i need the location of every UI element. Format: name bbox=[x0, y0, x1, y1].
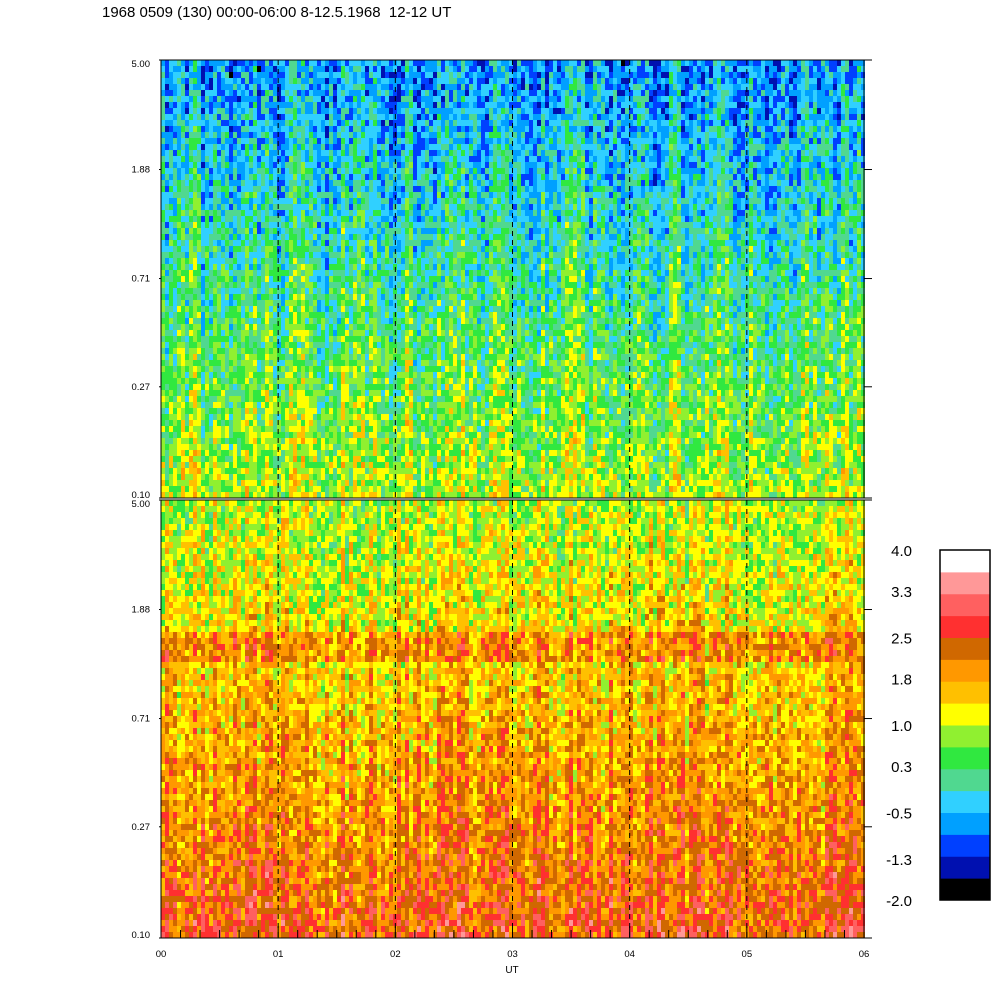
colorbar-segment-11 bbox=[940, 638, 990, 660]
xtick-label-4: 04 bbox=[624, 949, 635, 960]
colorbar-segment-12 bbox=[940, 616, 990, 638]
xtick-label-2: 02 bbox=[390, 949, 401, 960]
colorbar-segment-3 bbox=[940, 813, 990, 835]
colorbar-segment-13 bbox=[940, 594, 990, 616]
upper-ytick-label-0: 5.00 bbox=[132, 59, 151, 70]
colorbar-segment-0 bbox=[940, 878, 990, 900]
colorbar-segment-1 bbox=[940, 856, 990, 878]
colorbar-segment-14 bbox=[940, 572, 990, 594]
colorbar-label-5: 0.3 bbox=[891, 759, 912, 776]
colorbar-label-2: 2.5 bbox=[891, 631, 912, 648]
x-axis-label: UT bbox=[505, 965, 518, 976]
xtick-label-0: 00 bbox=[156, 949, 167, 960]
colorbar-label-1: 3.3 bbox=[891, 584, 912, 601]
colorbar-label-7: -1.3 bbox=[886, 852, 912, 869]
colorbar-segment-7 bbox=[940, 725, 990, 747]
upper-ytick-label-2: 0.71 bbox=[132, 274, 151, 285]
upper-ytick-label-3: 0.27 bbox=[132, 382, 151, 393]
colorbar-label-4: 1.0 bbox=[891, 718, 912, 735]
colorbar: 4.0 3.3 2.5 1.8 1.0 0.3 -0.5 -1.3 -2.0 bbox=[886, 543, 990, 910]
colorbar-segment-15 bbox=[940, 550, 990, 572]
colorbar-segment-6 bbox=[940, 747, 990, 769]
colorbar-segment-2 bbox=[940, 834, 990, 856]
upper-panel: 5.001.880.710.270.10 bbox=[132, 59, 873, 501]
lower-ytick-label-2: 0.71 bbox=[132, 714, 151, 725]
lower-ytick-label-3: 0.27 bbox=[132, 822, 151, 833]
colorbar-segment-10 bbox=[940, 659, 990, 681]
xtick-label-3: 03 bbox=[507, 949, 518, 960]
lower-ytick-label-4: 0.10 bbox=[132, 930, 151, 941]
colorbar-label-3: 1.8 bbox=[891, 671, 912, 688]
xtick-label-5: 05 bbox=[742, 949, 753, 960]
colorbar-segment-9 bbox=[940, 681, 990, 703]
colorbar-segment-4 bbox=[940, 791, 990, 813]
colorbar-segment-5 bbox=[940, 769, 990, 791]
colorbar-label-6: -0.5 bbox=[886, 806, 912, 823]
lower-panel: 5.00 1.88 0.71 0.27 0.10 bbox=[132, 499, 873, 941]
upper-ytick-label-1: 1.88 bbox=[132, 165, 151, 176]
xtick-label-1: 01 bbox=[273, 949, 284, 960]
colorbar-segment-8 bbox=[940, 703, 990, 725]
lower-ytick-label-0: 5.00 bbox=[132, 499, 151, 510]
colorbar-label-8: -2.0 bbox=[886, 893, 912, 910]
colorbar-label-0: 4.0 bbox=[891, 543, 912, 560]
lower-ytick-label-1: 1.88 bbox=[132, 605, 151, 616]
xtick-label-6: 06 bbox=[859, 949, 870, 960]
